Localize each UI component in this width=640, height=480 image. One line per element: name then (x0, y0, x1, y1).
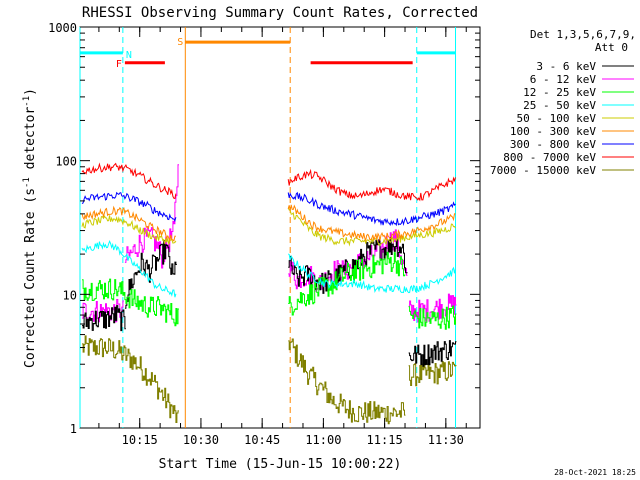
legend-label: 50 - 100 keV (517, 112, 597, 125)
series-7 (81, 162, 456, 202)
legend-label: 6 - 12 keV (530, 73, 597, 86)
series-layer (81, 162, 457, 425)
series-segment (287, 191, 456, 227)
night-marker-label: N (126, 50, 132, 61)
series-segment (81, 162, 177, 199)
series-8 (82, 335, 457, 425)
legend-label: 300 - 800 keV (510, 138, 596, 151)
series-2 (82, 251, 457, 330)
flare-marker-label: F (116, 59, 122, 70)
x-tick-label: 11:30 (428, 433, 464, 447)
legend-label: 800 - 7000 keV (503, 151, 596, 164)
series-segment (82, 278, 179, 327)
y-tick-label: 100 (55, 155, 77, 169)
chart-title: RHESSI Observing Summary Count Rates, Co… (82, 5, 478, 21)
series-segment (124, 240, 177, 309)
series-segment (81, 205, 176, 242)
legend-label: 7000 - 15000 keV (490, 164, 596, 177)
series-5 (81, 204, 456, 243)
series-segment (288, 338, 406, 425)
timestamp: 28-Oct-2021 18:25 (554, 468, 636, 477)
y-tick-label: 10 (63, 288, 77, 302)
series-segment (287, 168, 456, 202)
series-6 (81, 191, 456, 227)
x-tick-label: 10:15 (122, 433, 158, 447)
series-segment (408, 305, 457, 330)
x-tick-label: 11:15 (367, 433, 403, 447)
series-segment (288, 251, 406, 316)
legend-header-line2: Att 0 (595, 41, 628, 54)
y-axis-label: Corrected Count Rate (s-1 detector-1) (22, 88, 38, 368)
series-segment (82, 305, 126, 332)
series-segment (82, 335, 179, 423)
legend-label: 100 - 300 keV (510, 125, 596, 138)
series-segment (81, 215, 177, 245)
y-tick-label: 1000 (48, 21, 77, 35)
y-axis-label-end: ) (23, 88, 38, 96)
legend-label: 3 - 6 keV (536, 60, 596, 73)
x-tick-label: 10:30 (183, 433, 219, 447)
y-axis-label-sup2: -1 (22, 96, 32, 107)
series-4 (81, 207, 456, 247)
legend-header-line1: Det 1,3,5,6,7,9, (530, 28, 636, 41)
x-tick-label: 10:45 (244, 433, 280, 447)
y-axis-label-mid: detector (23, 107, 38, 178)
x-tick-label: 11:00 (305, 433, 341, 447)
y-axis-label-sup1: -1 (22, 177, 32, 188)
saa-marker-label: S (177, 37, 183, 48)
y-tick-label: 1 (70, 422, 77, 436)
series-3 (81, 239, 456, 298)
series-segment (287, 253, 456, 294)
axes-layer: 1 10 100 1000 10:15 10:30 10:45 11:00 11:15 11:30 (48, 21, 480, 447)
x-axis-label: Start Time (15-Jun-15 10:00:22) (159, 457, 402, 472)
legend-label: 12 - 25 keV (523, 86, 596, 99)
series-segment (408, 340, 457, 367)
series-segment (408, 361, 457, 387)
legend-label: 25 - 50 keV (523, 99, 596, 112)
series-segment (81, 239, 177, 298)
series-segment (287, 204, 456, 243)
y-axis-label-main: Corrected Count Rate (s (23, 188, 38, 368)
series-segment (81, 191, 177, 223)
